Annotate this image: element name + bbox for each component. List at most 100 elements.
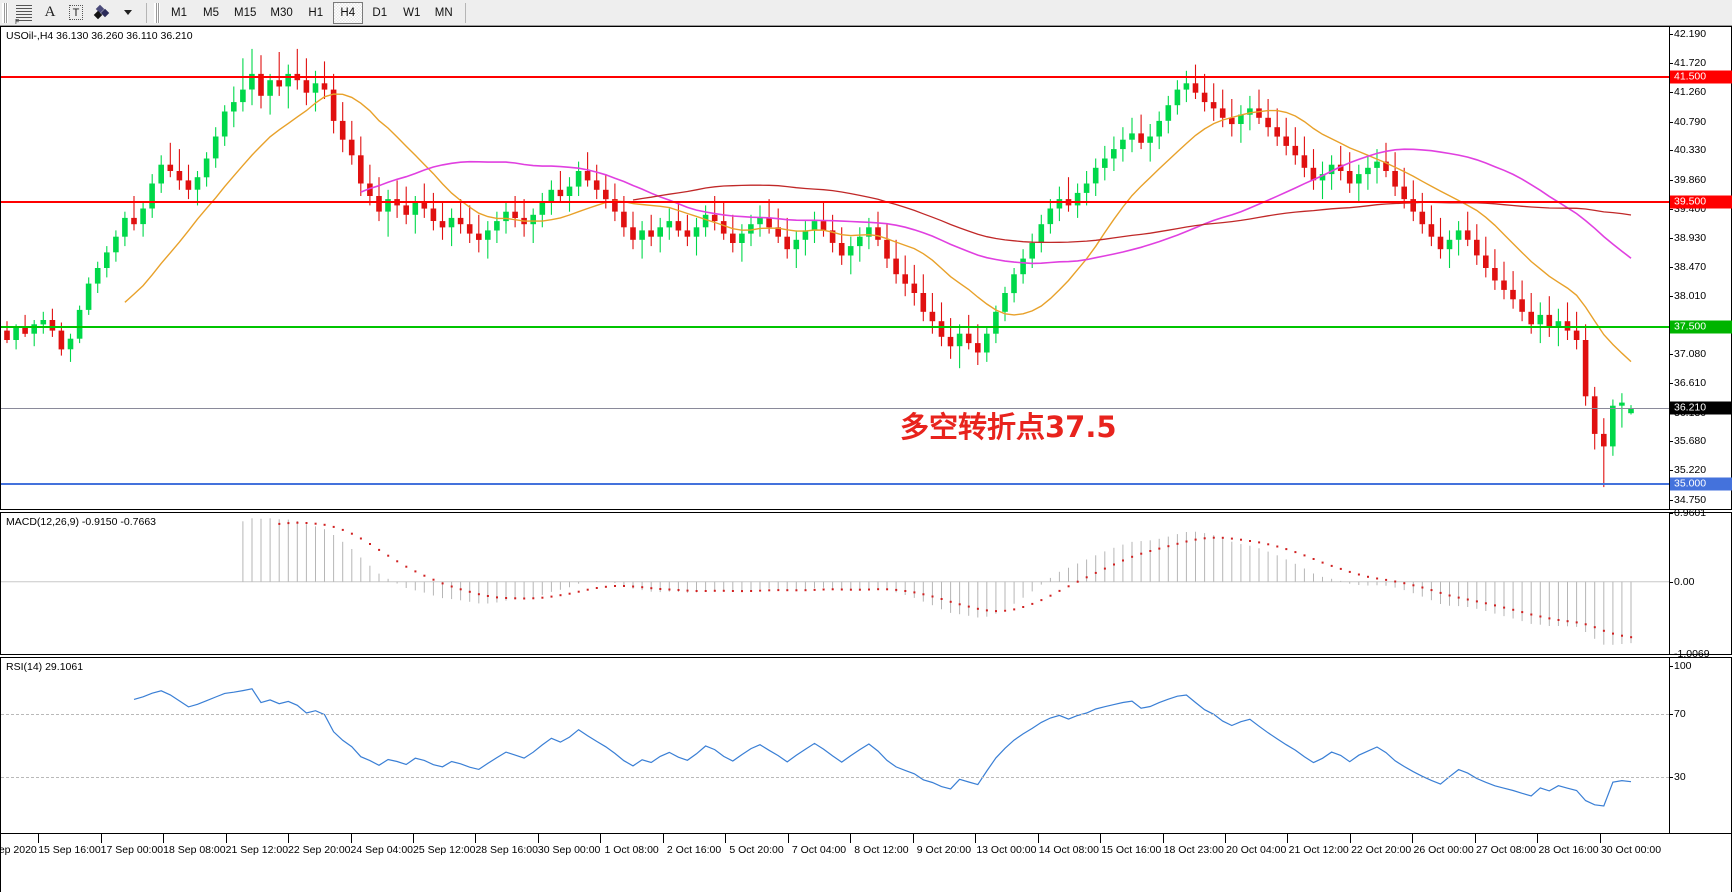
time-label: 15 Oct 16:00 bbox=[1101, 844, 1162, 856]
price-level-badge-37-500[interactable]: 37.500 bbox=[1670, 320, 1732, 334]
time-label: 18 Sep 08:00 bbox=[163, 844, 226, 856]
candlestick-series bbox=[4, 48, 1634, 488]
time-label: 28 Sep 16:00 bbox=[475, 844, 538, 856]
time-separator bbox=[1412, 834, 1414, 843]
time-label: 18 Oct 23:00 bbox=[1163, 844, 1224, 856]
timeframe-m30[interactable]: M30 bbox=[270, 6, 293, 19]
timeframe-m1[interactable]: M1 bbox=[171, 6, 187, 19]
toolbar-divider bbox=[146, 2, 147, 23]
price-tick: 37.080 bbox=[1669, 347, 1707, 360]
price-tick: 41.260 bbox=[1669, 86, 1707, 99]
support-35000-line[interactable] bbox=[1, 482, 1669, 485]
time-label: 14 Oct 08:00 bbox=[1038, 844, 1099, 856]
resistance-39500-line[interactable] bbox=[1, 201, 1669, 204]
price-tick: 34.750 bbox=[1669, 493, 1707, 506]
price-tick: 38.930 bbox=[1669, 231, 1707, 244]
chart-area: USOil-,H4 36.130 36.260 36.110 36.210 42… bbox=[0, 26, 1732, 892]
time-label: 24 Sep 04:00 bbox=[350, 844, 414, 856]
rsi-axis[interactable]: 100 70 30 bbox=[1669, 658, 1731, 833]
time-separator bbox=[912, 834, 914, 843]
price-axis[interactable]: 42.19041.72041.26040.79040.33039.86039.4… bbox=[1669, 27, 1732, 509]
rsi-label: RSI(14) 29.1061 bbox=[6, 661, 84, 673]
time-separator bbox=[288, 834, 290, 843]
price-plot[interactable] bbox=[1, 27, 1669, 509]
timeframe-mn[interactable]: MN bbox=[434, 6, 453, 19]
time-label: 28 Oct 16:00 bbox=[1538, 844, 1599, 856]
time-separator bbox=[1599, 834, 1601, 843]
time-label: 17 Sep 00:00 bbox=[100, 844, 164, 856]
rsi-series bbox=[133, 688, 1632, 807]
rsi-level-70 bbox=[1, 713, 1669, 715]
text-A-icon[interactable]: A bbox=[44, 4, 56, 20]
objects-icon[interactable] bbox=[90, 2, 114, 24]
timeframe-h1[interactable]: H1 bbox=[308, 6, 324, 19]
time-separator bbox=[537, 834, 539, 843]
time-separator bbox=[662, 834, 664, 843]
toolbar: A T M1 M5 M15 M30 H1 H4 D1 W1 MN bbox=[0, 0, 1732, 26]
time-label: 30 Oct 00:00 bbox=[1600, 844, 1662, 856]
price-tick: 39.860 bbox=[1669, 173, 1707, 186]
time-separator bbox=[850, 834, 852, 843]
time-label: 15 Sep 16:00 bbox=[38, 844, 101, 856]
symbol-info-label: USOil-,H4 36.130 36.260 36.110 36.210 bbox=[6, 30, 193, 42]
pivot-37500-line[interactable] bbox=[1, 326, 1669, 329]
toolbar-divider-2 bbox=[464, 2, 466, 23]
price-tick: 40.790 bbox=[1669, 115, 1707, 128]
macd-plot[interactable] bbox=[1, 513, 1669, 654]
time-label: 5 Oct 20:00 bbox=[729, 844, 784, 856]
time-separator bbox=[163, 834, 165, 843]
rsi-tick: 70 bbox=[1670, 707, 1686, 720]
price-level-badge-35-000[interactable]: 35.000 bbox=[1670, 477, 1732, 491]
time-separator bbox=[100, 834, 102, 843]
macd-tick: 0.00 bbox=[1669, 575, 1695, 588]
crosshair-dashed-icon[interactable] bbox=[12, 2, 36, 26]
time-label: 9 Oct 20:00 bbox=[916, 844, 972, 856]
price-tick: 41.720 bbox=[1669, 57, 1707, 70]
time-separator bbox=[413, 834, 414, 843]
time-separator bbox=[1287, 834, 1289, 843]
price-tick: 40.330 bbox=[1669, 144, 1707, 157]
price-tick: 38.470 bbox=[1669, 260, 1707, 273]
price-level-badge-41-500[interactable]: 41.500 bbox=[1670, 70, 1732, 84]
time-label: 8 Oct 12:00 bbox=[854, 844, 909, 856]
rsi-pane[interactable]: RSI(14) 29.1061 100 70 30 bbox=[0, 657, 1732, 834]
timeframe-m5[interactable]: M5 bbox=[203, 6, 219, 19]
text-label-icon[interactable]: T bbox=[64, 2, 88, 24]
time-separator bbox=[1037, 834, 1039, 843]
timeframe-h4[interactable]: H4 bbox=[332, 1, 363, 24]
time-label: 2 Oct 16:00 bbox=[666, 844, 722, 856]
price-level-badge-39-500[interactable]: 39.500 bbox=[1670, 195, 1732, 209]
ma-orange-line bbox=[124, 93, 1632, 363]
time-separator bbox=[1349, 834, 1351, 843]
timeframe-d1[interactable]: D1 bbox=[372, 6, 388, 19]
timeframe-m15[interactable]: M15 bbox=[234, 6, 257, 19]
resistance-41500-line[interactable] bbox=[1, 76, 1669, 79]
time-label: 13 Oct 00:00 bbox=[976, 844, 1037, 856]
price-pane[interactable]: USOil-,H4 36.130 36.260 36.110 36.210 42… bbox=[0, 26, 1732, 510]
time-label: 26 Oct 00:00 bbox=[1413, 844, 1474, 856]
toolbar-grip[interactable] bbox=[2, 2, 8, 23]
macd-axis[interactable]: 0.9601 0.00 -1.0069 bbox=[1669, 507, 1731, 660]
time-label: 21 Sep 12:00 bbox=[225, 844, 289, 856]
price-tick: 35.680 bbox=[1669, 435, 1707, 448]
ma-magenta-line bbox=[360, 148, 1632, 265]
rsi-plot[interactable] bbox=[1, 658, 1669, 833]
current-price-badge: 36.210 bbox=[1670, 401, 1732, 415]
time-separator bbox=[1100, 834, 1102, 843]
time-label: 20 Oct 04:00 bbox=[1226, 844, 1287, 856]
dropdown-caret-icon[interactable] bbox=[116, 2, 140, 24]
time-label: 25 Sep 12:00 bbox=[412, 844, 476, 856]
time-separator bbox=[475, 834, 477, 843]
macd-series bbox=[1, 518, 1669, 645]
time-label: 27 Oct 08:00 bbox=[1476, 844, 1537, 856]
time-label: 21 Oct 12:00 bbox=[1288, 844, 1349, 856]
price-tick: 42.190 bbox=[1669, 27, 1707, 40]
time-label: 7 Oct 04:00 bbox=[791, 844, 847, 856]
time-separator bbox=[1537, 834, 1539, 843]
timeframe-grip[interactable] bbox=[154, 2, 160, 23]
macd-pane[interactable]: MACD(12,26,9) -0.9150 -0.7663 0.9601 0.00… bbox=[0, 507, 1732, 660]
time-label: 30 Sep 00:00 bbox=[537, 844, 601, 856]
timeframe-w1[interactable]: W1 bbox=[403, 6, 421, 19]
price-tick: 38.010 bbox=[1669, 289, 1707, 302]
